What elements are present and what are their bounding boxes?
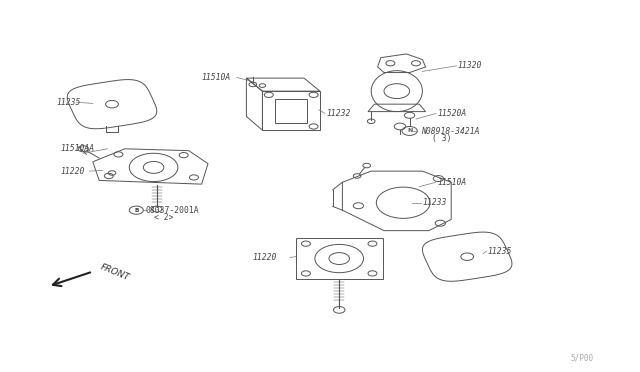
Text: 11233: 11233 [422,198,447,207]
Text: 11220: 11220 [253,253,277,262]
Text: < 2>: < 2> [154,213,173,222]
Text: 11320: 11320 [458,61,482,70]
Text: 11232: 11232 [326,109,351,118]
Text: 08037-2001A: 08037-2001A [146,206,200,215]
Text: ( 3): ( 3) [432,134,451,143]
Text: 11510AA: 11510AA [61,144,95,153]
Text: 11510A: 11510A [202,73,231,82]
Text: N08918-3421A: N08918-3421A [421,127,479,136]
Text: 11520A: 11520A [437,109,467,118]
Text: FRONT: FRONT [99,262,131,282]
Text: B: B [134,208,138,213]
Text: 11510A: 11510A [437,178,467,187]
Text: 11235: 11235 [488,247,512,256]
Text: N: N [407,128,412,134]
Text: 11220: 11220 [61,167,85,176]
Text: 5/P00: 5/P00 [571,353,594,362]
Text: 11235: 11235 [56,98,81,107]
